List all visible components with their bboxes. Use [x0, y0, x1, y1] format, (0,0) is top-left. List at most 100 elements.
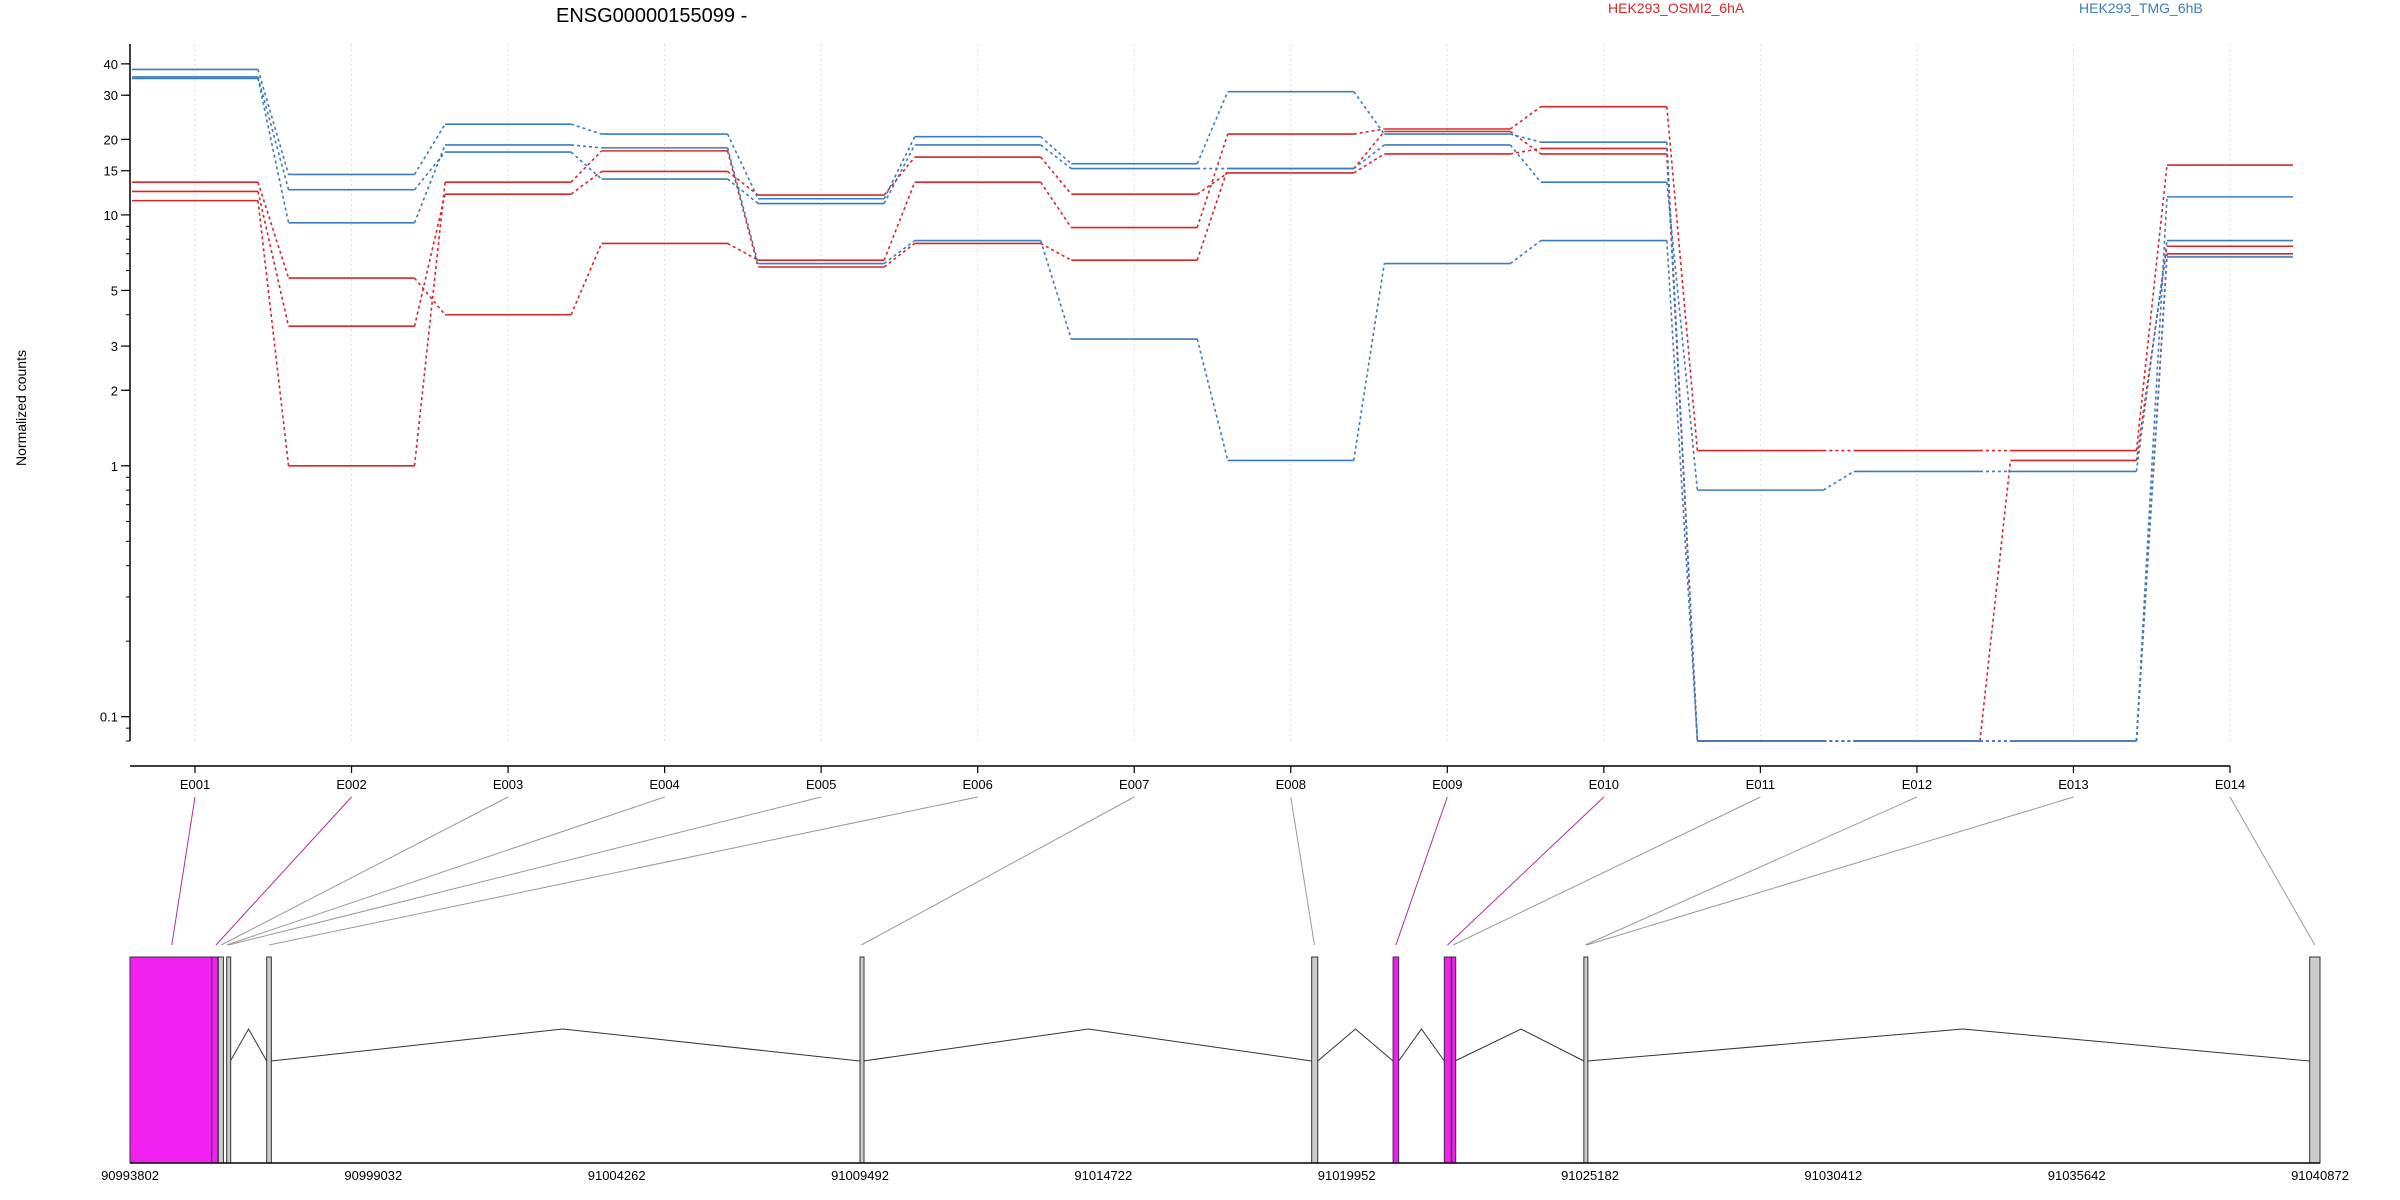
series-connector: [1196, 133, 1229, 228]
exon-link-e010: [1447, 796, 1605, 946]
exon-link-e001: [171, 796, 196, 946]
x-tick-label-e002: E002: [336, 777, 366, 792]
exon: [1311, 956, 1319, 1164]
series-connector: [883, 144, 916, 204]
intron: [229, 1027, 268, 1062]
series-connector: [726, 150, 759, 268]
exon: [217, 956, 224, 1164]
series-connector: [413, 182, 446, 466]
series-line-tmg-5: [132, 77, 2293, 742]
series-connector: [257, 181, 290, 279]
exon-highlighted: [1392, 956, 1400, 1164]
exon-link-e004: [226, 796, 665, 946]
coordinate-label: 91004262: [588, 1168, 646, 1183]
series-connector: [413, 144, 446, 224]
exon-link-e011: [1452, 796, 1761, 946]
series-connector: [257, 76, 290, 190]
coordinate-label: 91019952: [1318, 1168, 1376, 1183]
y-tick-label: 3: [111, 339, 118, 354]
intron: [1317, 1028, 1394, 1062]
coordinate-label: 91030412: [1804, 1168, 1862, 1183]
plot-axes: [129, 44, 2230, 767]
x-tick-label-e014: E014: [2215, 777, 2245, 792]
y-tick-label: 15: [104, 164, 118, 179]
y-axis-label: Normalized counts: [13, 350, 29, 466]
series-connector: [2135, 246, 2168, 461]
exon-link-e002: [215, 796, 352, 946]
series-connector: [1509, 130, 1542, 155]
exon-link-e007: [861, 796, 1135, 946]
series-line-osmi2-2: [132, 130, 2293, 742]
coordinate-label: 91014722: [1074, 1168, 1132, 1183]
series-connector: [570, 151, 603, 180]
series-connector: [1196, 338, 1229, 461]
series-lines: [132, 68, 2293, 742]
series-connector: [1040, 181, 1072, 229]
series-connector: [570, 170, 603, 195]
series-connector: [413, 123, 446, 175]
exon-highlighted: [1443, 956, 1452, 1164]
coordinate-label: 91009492: [831, 1168, 889, 1183]
x-tick-label-e003: E003: [493, 777, 523, 792]
series-connector: [570, 150, 603, 183]
series-connector: [727, 178, 759, 205]
series-connector: [2135, 164, 2168, 451]
series-connector: [413, 151, 446, 191]
series-connector: [1040, 144, 1072, 170]
exon-highlighted: [129, 956, 213, 1164]
y-tick-label: 40: [104, 57, 118, 72]
series-connector: [1666, 142, 1699, 742]
series-connector: [571, 144, 602, 149]
x-tick-label-e011: E011: [1746, 777, 1775, 792]
series-connector: [1196, 168, 1229, 261]
series-connector: [1666, 106, 1699, 451]
exon-link-e003: [220, 796, 509, 946]
exon: [859, 956, 865, 1164]
exon-link-e013: [1586, 796, 2074, 946]
exon-link-e006: [268, 796, 978, 946]
coordinate-label: 90999032: [344, 1168, 402, 1183]
series-connector: [1353, 91, 1385, 135]
series-connector: [257, 78, 290, 223]
x-tick-label-e005: E005: [806, 777, 836, 792]
series-connector: [413, 193, 446, 327]
series-line-tmg-4: [132, 76, 2293, 491]
exon-link-e005: [228, 796, 822, 946]
legend-entry-osmi2: HEK293_OSMI2_6hA: [1608, 0, 1745, 16]
series-connector: [1040, 242, 1072, 261]
series-connector: [257, 191, 290, 327]
series-connector: [1352, 263, 1386, 461]
exon-link-e008: [1290, 796, 1315, 946]
coordinate-label: 91035642: [2048, 1168, 2106, 1183]
y-tick-label: 0.1: [100, 710, 118, 725]
x-tick-label-e006: E006: [963, 777, 993, 792]
x-tick-label-e001: E001: [180, 777, 210, 792]
series-connector: [883, 239, 916, 265]
series-connector: [1040, 156, 1072, 195]
series-connector: [1353, 144, 1385, 170]
series-connector: [413, 277, 446, 316]
series-connector: [1353, 128, 1385, 135]
series-connector: [570, 243, 603, 316]
x-axis-ticks: E001 E002 E003 E004 E005 E006 E007 E008 E009 E010…: [180, 766, 2245, 792]
exon: [266, 956, 272, 1164]
series-connector: [2135, 256, 2168, 742]
series-connector: [1039, 240, 1072, 340]
exon-link-lines: [171, 796, 2316, 946]
intron: [1398, 1028, 1445, 1062]
series-connector: [727, 170, 759, 196]
x-tick-label-e010: E010: [1589, 777, 1619, 792]
x-tick-label-e004: E004: [649, 777, 679, 792]
y-tick-label: 5: [111, 283, 118, 298]
series-connector: [2135, 240, 2168, 472]
exon: [2309, 956, 2321, 1164]
series-connector: [1353, 131, 1385, 170]
series-connector: [1666, 240, 1699, 742]
series-connector: [1510, 133, 1542, 143]
series-connector: [1509, 144, 1542, 183]
series-connector: [1509, 106, 1542, 130]
exon-link-e012: [1585, 796, 1918, 946]
x-tick-label-e009: E009: [1432, 777, 1462, 792]
exon-highlighted: [1451, 956, 1457, 1164]
exon: [226, 956, 232, 1164]
